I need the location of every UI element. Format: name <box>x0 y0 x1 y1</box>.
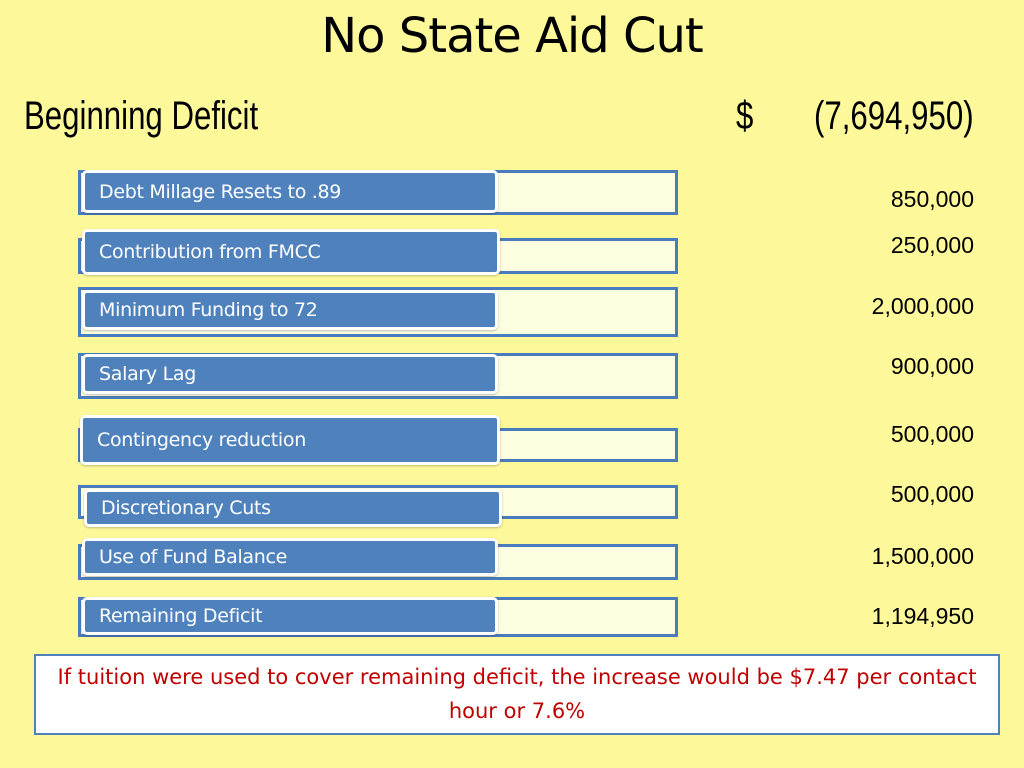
row-amount-fmcc: 250,000 <box>890 232 974 258</box>
row-amount-debt-millage: 850,000 <box>890 186 974 212</box>
slide-title: No State Aid Cut <box>321 8 704 64</box>
row-label-discretionary: Discretionary Cuts <box>84 489 502 527</box>
row-amount-contingency: 500,000 <box>890 421 974 447</box>
row-amount-salary-lag: 900,000 <box>890 353 974 379</box>
tuition-note-text: If tuition were used to cover remaining … <box>57 665 977 723</box>
row-amount-remaining-deficit: 1,194,950 <box>871 603 974 629</box>
row-amount-fund-balance: 1,500,000 <box>871 543 974 569</box>
beginning-deficit-amount: (7,694,950) <box>814 94 974 138</box>
row-label-salary-lag: Salary Lag <box>82 354 498 394</box>
row-label-remaining-deficit: Remaining Deficit <box>82 597 498 635</box>
beginning-deficit-label: Beginning Deficit <box>24 94 259 138</box>
row-label-debt-millage: Debt Millage Resets to .89 <box>82 170 498 213</box>
row-label-fund-balance: Use of Fund Balance <box>82 538 498 576</box>
beginning-deficit-currency: $ <box>736 94 754 138</box>
row-amount-minimum-funding: 2,000,000 <box>871 293 974 319</box>
tuition-note-box: If tuition were used to cover remaining … <box>34 654 1000 735</box>
row-label-fmcc: Contribution from FMCC <box>82 229 500 275</box>
row-amount-discretionary: 500,000 <box>890 481 974 507</box>
row-label-minimum-funding: Minimum Funding to 72 <box>82 290 498 330</box>
row-label-contingency: Contingency reduction <box>80 415 500 465</box>
